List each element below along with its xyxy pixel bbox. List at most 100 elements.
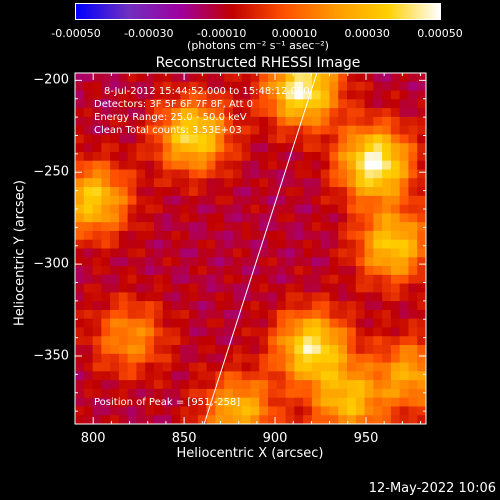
heatmap-cell: [206, 415, 216, 425]
heatmap-cell: [417, 406, 427, 416]
heatmap-cell: [83, 318, 94, 328]
heatmap-cell: [136, 388, 146, 399]
heatmap-cell: [320, 213, 330, 223]
heatmap-cell: [364, 125, 374, 135]
heatmap-cell: [75, 371, 85, 381]
heatmap-cell: [118, 336, 129, 346]
heatmap-cell: [232, 99, 243, 109]
heatmap-cell: [83, 283, 94, 293]
heatmap-cell: [127, 301, 137, 311]
heatmap-cell: [268, 222, 278, 232]
y-tick-label: −200: [33, 72, 69, 88]
heatmap-cell: [224, 406, 234, 416]
heatmap-cell: [92, 345, 102, 355]
heatmap-cell: [303, 388, 313, 399]
heatmap-cell: [408, 336, 418, 346]
heatmap-cell: [136, 222, 146, 232]
heatmap-cell: [338, 116, 348, 127]
heatmap-cell: [215, 380, 225, 390]
heatmap-cell: [259, 239, 269, 249]
heatmap-cell: [101, 213, 111, 223]
heatmap-cell: [250, 406, 260, 416]
heatmap-cell: [127, 345, 137, 355]
heatmap-cell: [75, 274, 85, 285]
heatmap-cell: [303, 336, 313, 346]
heatmap-cell: [75, 415, 85, 425]
heatmap-cell: [417, 116, 427, 127]
heatmap-cell: [399, 116, 409, 127]
heatmap-cell: [101, 143, 111, 153]
heatmap-cell: [382, 116, 392, 127]
heatmap-cell: [215, 151, 225, 162]
heatmap-cell: [329, 99, 339, 109]
heatmap-cell: [294, 90, 304, 100]
heatmap-cell: [355, 388, 366, 399]
heatmap-cell: [294, 388, 304, 399]
heatmap-cell: [347, 195, 357, 206]
heatmap-cell: [136, 266, 146, 276]
heatmap-cell: [145, 160, 155, 171]
heatmap-cell: [197, 388, 208, 399]
heatmap-cell: [311, 301, 322, 311]
heatmap-cell: [206, 388, 216, 399]
heatmap-cell: [355, 327, 366, 337]
heatmap-cell: [347, 108, 357, 118]
heatmap-cell: [399, 345, 409, 355]
heatmap-cell: [355, 353, 366, 364]
heatmap-cell: [136, 213, 146, 223]
heatmap-cell: [83, 239, 94, 249]
heatmap-cell: [153, 230, 164, 241]
heatmap-cell: [276, 371, 287, 381]
heatmap-cell: [197, 187, 208, 197]
heatmap-cell: [408, 116, 418, 127]
heatmap-cell: [250, 151, 260, 162]
heatmap-cell: [206, 143, 216, 153]
heatmap-cell: [390, 230, 401, 241]
heatmap-cell: [241, 248, 251, 258]
heatmap-cell: [189, 336, 199, 346]
heatmap-cell: [373, 169, 383, 179]
heatmap-cell: [294, 151, 304, 162]
heatmap-cell: [303, 143, 313, 153]
heatmap-cell: [347, 213, 357, 223]
heatmap-cell: [153, 222, 164, 232]
heatmap-cell: [206, 371, 216, 381]
heatmap-cell: [215, 266, 225, 276]
heatmap-cell: [153, 73, 164, 83]
heatmap-cell: [101, 380, 111, 390]
heatmap-cell: [417, 353, 427, 364]
heatmap-cell: [215, 187, 225, 197]
heatmap-cell: [215, 327, 225, 337]
heatmap-cell: [259, 327, 269, 337]
heatmap-cell: [110, 327, 120, 337]
heatmap-cell: [347, 380, 357, 390]
heatmap-cell: [92, 336, 102, 346]
heatmap-cell: [189, 274, 199, 285]
heatmap-cell: [355, 222, 366, 232]
heatmap-cell: [390, 283, 401, 293]
heatmap-cell: [118, 213, 129, 223]
heatmap-cell: [399, 292, 409, 302]
heatmap-cell: [118, 222, 129, 232]
heatmap-cell: [206, 301, 216, 311]
heatmap-cell: [355, 257, 366, 267]
heatmap-cell: [355, 309, 366, 320]
heatmap-cell: [329, 336, 339, 346]
heatmap-cell: [364, 195, 374, 206]
heatmap-cell: [355, 99, 366, 109]
heatmap-cell: [276, 151, 287, 162]
heatmap-cell: [180, 178, 190, 188]
heatmap-cell: [127, 204, 137, 214]
heatmap-cell: [110, 125, 120, 135]
heatmap-cell: [399, 195, 409, 206]
heatmap-cell: [250, 239, 260, 249]
heatmap-cell: [303, 283, 313, 293]
heatmap-cell: [75, 301, 85, 311]
heatmap-cell: [189, 73, 199, 83]
heatmap-cell: [153, 380, 164, 390]
heatmap-cell: [268, 230, 278, 241]
heatmap-cell: [382, 187, 392, 197]
heatmap-cell: [180, 151, 190, 162]
heatmap-cell: [162, 99, 173, 109]
heatmap-cell: [197, 345, 208, 355]
